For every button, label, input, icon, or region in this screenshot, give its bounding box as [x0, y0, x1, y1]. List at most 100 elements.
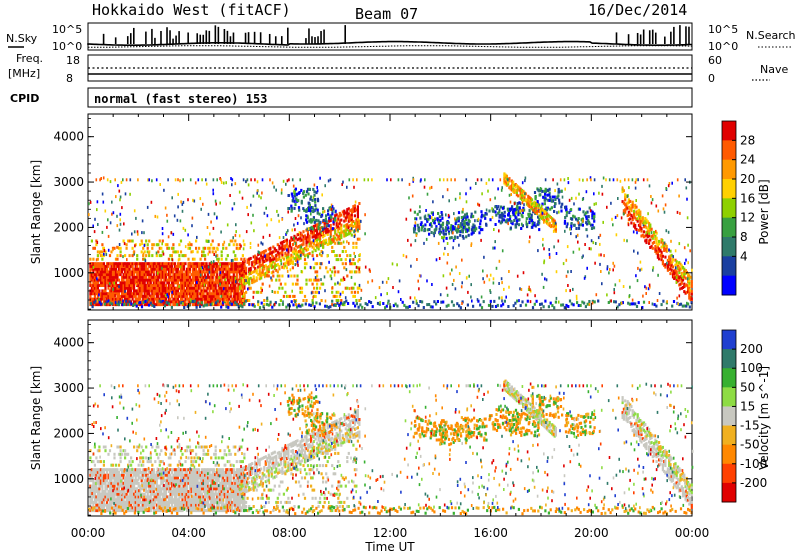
range-gate-cell	[294, 228, 296, 232]
range-gate-cell	[234, 239, 237, 243]
range-gate-cell	[356, 222, 359, 226]
range-gate-cell	[267, 265, 270, 269]
range-gate-cell	[216, 257, 219, 261]
range-gate-cell	[216, 178, 218, 182]
range-gate-cell	[317, 227, 320, 231]
range-gate-cell	[219, 282, 221, 286]
range-gate-cell	[315, 218, 318, 222]
range-gate-cell	[690, 284, 693, 288]
range-gate-cell	[343, 278, 346, 281]
range-gate-cell	[322, 242, 325, 246]
range-gate-cell	[172, 292, 175, 296]
range-gate-cell	[248, 262, 251, 266]
range-gate-cell	[454, 218, 457, 222]
range-gate-cell	[458, 272, 461, 275]
range-gate-cell	[676, 274, 680, 278]
range-gate-cell	[358, 258, 361, 262]
range-gate-cell	[302, 250, 305, 254]
range-gate-cell	[258, 277, 261, 281]
range-gate-cell	[413, 224, 416, 228]
range-gate-cell	[133, 209, 136, 213]
range-gate-cell	[121, 303, 124, 307]
range-gate-cell	[88, 202, 90, 206]
range-gate-cell	[202, 250, 205, 254]
range-gate-cell	[246, 280, 249, 284]
range-gate-cell	[201, 275, 204, 279]
range-gate-cell	[152, 300, 155, 304]
range-gate-cell	[278, 257, 281, 261]
range-gate-cell	[429, 186, 431, 190]
range-gate-cell	[685, 258, 687, 262]
range-gate-cell	[302, 299, 305, 302]
range-gate-cell	[223, 264, 226, 268]
range-gate-cell	[169, 289, 172, 293]
range-gate-cell	[322, 235, 325, 239]
range-gate-cell	[90, 498, 93, 502]
range-gate-cell	[543, 202, 546, 206]
range-gate-cell	[319, 266, 322, 270]
range-gate-cell	[96, 297, 99, 301]
range-gate-cell	[89, 292, 92, 296]
range-gate-cell	[164, 273, 167, 277]
range-gate-cell	[679, 262, 682, 266]
range-gate-cell	[310, 212, 312, 216]
range-gate-cell	[291, 250, 294, 254]
range-gate-cell	[169, 300, 172, 304]
range-gate-cell	[239, 284, 242, 288]
range-gate-cell	[116, 275, 119, 279]
range-gate-cell	[114, 289, 118, 293]
range-gate-cell	[612, 261, 614, 265]
range-gate-cell	[93, 294, 96, 298]
range-gate-cell	[195, 270, 198, 274]
range-gate-cell	[284, 239, 287, 243]
range-gate-cell	[99, 470, 102, 474]
range-gate-cell	[288, 294, 291, 298]
range-gate-cell	[176, 284, 179, 287]
range-gate-cell	[90, 487, 93, 491]
range-gate-cell	[90, 460, 93, 464]
range-gate-cell	[90, 267, 93, 271]
range-gate-cell	[140, 292, 143, 296]
range-gate-cell	[269, 249, 272, 253]
range-gate-cell	[520, 198, 524, 201]
range-gate-cell	[172, 273, 175, 277]
range-gate-cell	[297, 257, 301, 261]
range-gate-cell	[435, 302, 438, 306]
range-gate-cell	[264, 249, 267, 253]
range-gate-cell	[199, 289, 202, 293]
range-gate-cell	[311, 230, 314, 234]
range-gate-cell	[292, 184, 295, 188]
range-gate-cell	[92, 257, 95, 261]
range-gate-cell	[169, 254, 172, 258]
range-gate-cell	[181, 275, 184, 279]
range-gate-cell	[616, 305, 619, 309]
range-gate-cell	[468, 274, 470, 278]
range-gate-cell	[644, 239, 647, 243]
range-gate-cell	[513, 202, 516, 206]
range-gate-cell	[646, 227, 649, 231]
range-gate-cell	[462, 236, 465, 240]
range-gate-cell	[305, 282, 308, 286]
range-gate-cell	[93, 490, 96, 493]
range-gate-cell	[665, 244, 668, 248]
range-gate-cell	[219, 267, 222, 271]
range-gate-cell	[676, 279, 680, 283]
range-gate-cell	[225, 275, 228, 279]
range-gate-cell	[238, 234, 241, 238]
range-gate-cell	[96, 286, 99, 290]
range-gate-cell	[688, 294, 691, 298]
range-gate-cell	[96, 264, 99, 268]
range-gate-cell	[629, 212, 632, 216]
range-gate-cell	[655, 251, 658, 255]
range-gate-cell	[287, 294, 290, 298]
range-gate-cell	[111, 275, 115, 279]
range-gate-cell	[548, 252, 551, 256]
range-gate-cell	[627, 301, 630, 305]
range-gate-cell	[517, 194, 520, 198]
range-gate-cell	[99, 267, 102, 271]
range-gate-cell	[354, 255, 356, 258]
range-gate-cell	[296, 255, 299, 259]
range-gate-cell	[462, 225, 465, 229]
range-gate-cell	[243, 267, 246, 271]
range-gate-cell	[237, 297, 240, 301]
